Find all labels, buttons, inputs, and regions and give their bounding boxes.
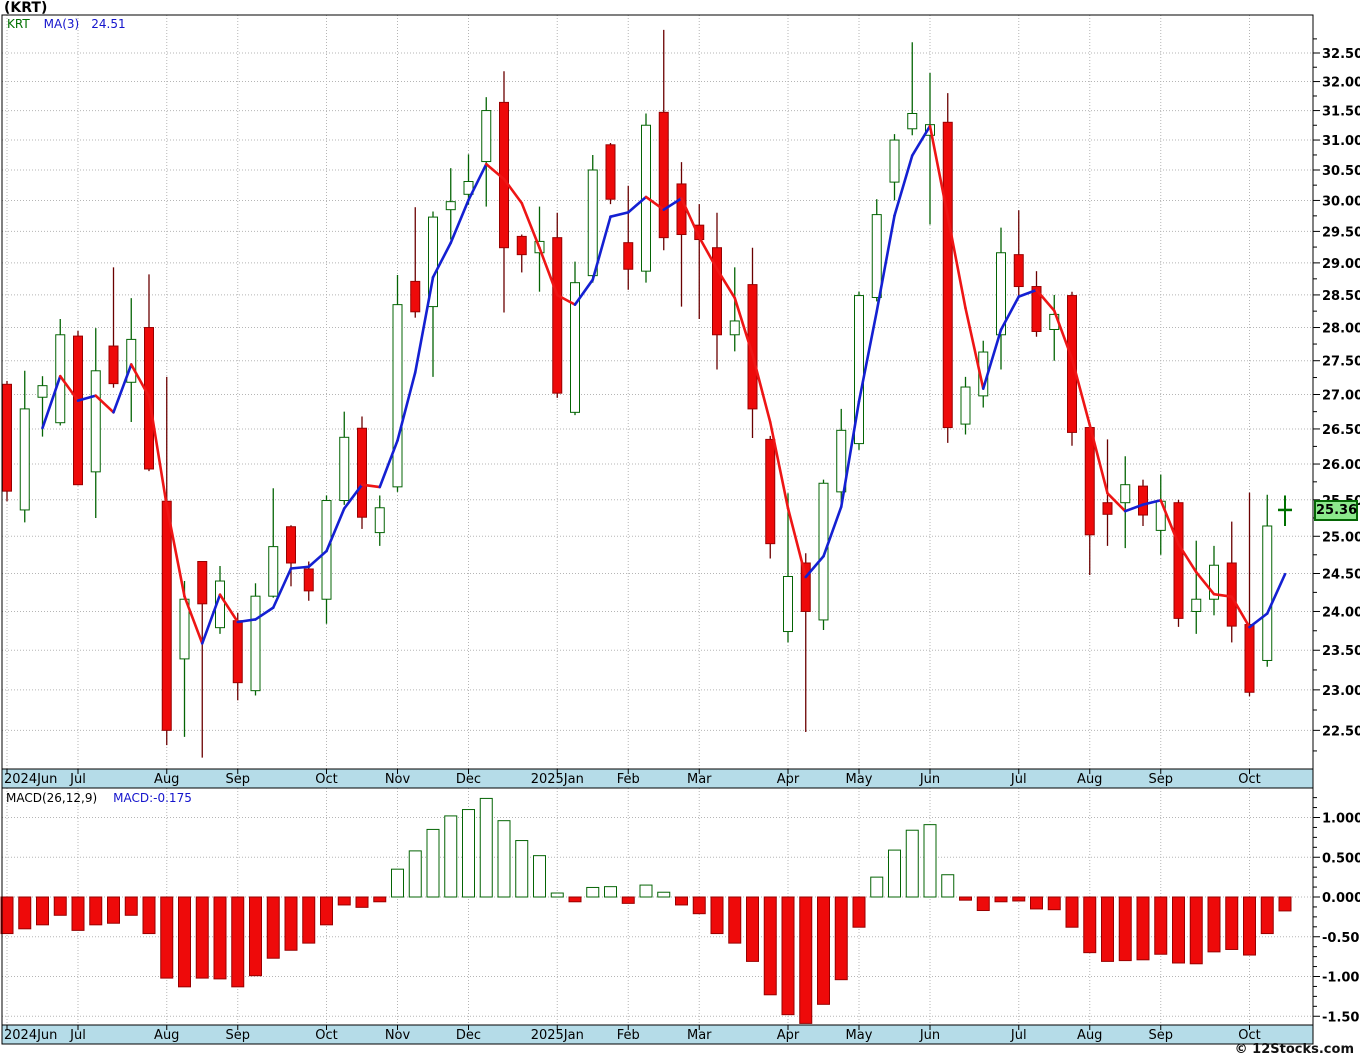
ma-value: 24.51	[91, 17, 126, 31]
month-label: Oct	[1238, 772, 1260, 787]
month-label: May	[846, 772, 873, 787]
macd-legend: MACD(26,12,9) MACD:-0.175	[6, 791, 192, 805]
month-label: 2025Jan	[531, 1028, 584, 1043]
month-label: May	[846, 1028, 873, 1043]
macd-value-label: MACD:-0.175	[113, 791, 192, 805]
month-label: Jul	[69, 772, 86, 787]
macd-axis: -1.500 -1.000 -0.500 0.000 0.500 1.000	[1313, 797, 1360, 1025]
price-axis-label: 27.00	[1322, 389, 1360, 404]
price-axis-label: 31.00	[1322, 134, 1360, 149]
month-label: Jul	[1010, 1028, 1027, 1043]
month-label: Jul	[69, 1028, 86, 1043]
month-label: Aug	[154, 772, 179, 787]
moving-average-line	[41, 124, 1287, 645]
month-label: Nov	[385, 772, 411, 787]
month-label: Oct	[1238, 1028, 1260, 1043]
macd-axis-label: 1.000	[1322, 812, 1360, 827]
plot-borders	[1, 14, 1314, 1045]
price-axis-label: 26.00	[1322, 458, 1360, 473]
macd-histogram	[0, 797, 1292, 1024]
price-axis-label: 23.50	[1322, 644, 1360, 659]
month-label: Dec	[456, 1028, 481, 1043]
month-label: Apr	[777, 1028, 800, 1043]
macd-params-label: MACD(26,12,9)	[6, 791, 98, 805]
price-axis-label: 26.50	[1322, 423, 1360, 438]
price-axis: 22.5023.0023.5024.0024.5025.0025.5026.00…	[1313, 38, 1360, 752]
month-label: Aug	[1077, 1028, 1102, 1043]
page-title: (KRT)	[4, 0, 48, 16]
price-axis-label: 29.50	[1322, 225, 1360, 240]
month-label: Jun	[919, 1028, 940, 1043]
month-label: Sep	[225, 772, 250, 787]
price-axis-label: 28.00	[1322, 322, 1360, 337]
price-axis-label: 25.00	[1322, 530, 1360, 545]
month-label: Aug	[154, 1028, 179, 1043]
month-label: Dec	[456, 772, 481, 787]
month-label: Mar	[687, 772, 712, 787]
month-label: Jun	[919, 772, 940, 787]
macd-axis-label: 0.000	[1322, 891, 1360, 906]
price-axis-label: 29.00	[1322, 257, 1360, 272]
candlestick-series	[2, 29, 1292, 758]
symbol-label: KRT	[7, 17, 30, 31]
price-axis-label: 24.50	[1322, 567, 1360, 582]
macd-axis-label: -1.500	[1322, 1010, 1360, 1025]
price-axis-label: 23.00	[1322, 684, 1360, 699]
month-label: Sep	[1148, 772, 1173, 787]
price-axis-label: 27.50	[1322, 355, 1360, 370]
watermark: © 12Stocks.com	[1234, 1042, 1354, 1056]
price-axis-label: 32.00	[1322, 76, 1360, 91]
month-label: Jul	[1010, 772, 1027, 787]
current-price-badge: 25.36	[1314, 499, 1358, 521]
ma-label: MA(3)	[43, 17, 80, 31]
month-label: Nov	[385, 1028, 411, 1043]
main-chart-legend: KRT MA(3) 24.51	[7, 17, 126, 31]
month-label: Sep	[1148, 1028, 1173, 1043]
macd-axis-label: -1.000	[1322, 971, 1360, 986]
plot-backgrounds	[2, 15, 1313, 1044]
month-label: Sep	[225, 1028, 250, 1043]
month-label: 2024Jun	[4, 1028, 57, 1043]
price-axis-label: 30.00	[1322, 194, 1360, 209]
month-label: Oct	[315, 1028, 337, 1043]
macd-axis-label: 0.500	[1322, 851, 1360, 866]
price-axis-label: 28.50	[1322, 289, 1360, 304]
month-label: Apr	[777, 772, 800, 787]
month-label: Mar	[687, 1028, 712, 1043]
price-axis-label: 30.50	[1322, 164, 1360, 179]
month-label: Feb	[617, 1028, 640, 1043]
month-label: Aug	[1077, 772, 1102, 787]
price-axis-label: 24.00	[1322, 605, 1360, 620]
month-label: Oct	[315, 772, 337, 787]
month-label: Feb	[617, 772, 640, 787]
price-axis-label: 32.50	[1322, 47, 1360, 62]
month-label: 2024Jun	[4, 772, 57, 787]
price-axis-label: 22.50	[1322, 724, 1360, 739]
macd-axis-label: -0.500	[1322, 931, 1360, 946]
price-axis-label: 31.50	[1322, 105, 1360, 120]
month-label: 2025Jan	[531, 772, 584, 787]
